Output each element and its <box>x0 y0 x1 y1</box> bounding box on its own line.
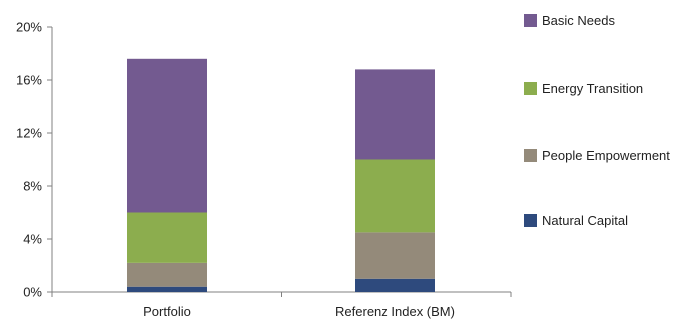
y-tick-label: 16% <box>16 73 42 88</box>
legend-label-basic-needs: Basic Needs <box>542 13 615 28</box>
legend-swatch-natural-capital <box>524 214 537 227</box>
bar-segment-people-empowerment <box>355 232 435 279</box>
legend: Basic Needs Energy Transition People Empow… <box>524 13 670 228</box>
bar-segment-people-empowerment <box>127 262 207 287</box>
legend-swatch-energy-transition <box>524 82 537 95</box>
y-tick-label: 0% <box>23 285 42 300</box>
y-tick-label: 20% <box>16 20 42 35</box>
y-tick-label: 4% <box>23 232 42 247</box>
bar-segment-energy-transition <box>355 159 435 233</box>
legend-label-natural-capital: Natural Capital <box>542 213 628 228</box>
y-tick-label: 8% <box>23 179 42 194</box>
bar-segment-basic-needs <box>127 58 207 213</box>
x-category-label: Portfolio <box>143 304 191 319</box>
bar-segment-natural-capital <box>127 286 207 292</box>
bars <box>127 58 435 292</box>
bar-segment-basic-needs <box>355 69 435 160</box>
legend-swatch-basic-needs <box>524 14 537 27</box>
x-category-label: Referenz Index (BM) <box>335 304 455 319</box>
legend-label-energy-transition: Energy Transition <box>542 81 643 96</box>
y-axis: 0% 4% 8% 12% 16% 20% <box>16 20 53 300</box>
x-axis: Portfolio Referenz Index (BM) <box>51 291 512 319</box>
legend-label-people-empowerment: People Empowerment <box>542 148 670 163</box>
y-tick-label: 12% <box>16 126 42 141</box>
legend-swatch-people-empowerment <box>524 149 537 162</box>
bar-segment-energy-transition <box>127 212 207 263</box>
bar-segment-natural-capital <box>355 278 435 292</box>
